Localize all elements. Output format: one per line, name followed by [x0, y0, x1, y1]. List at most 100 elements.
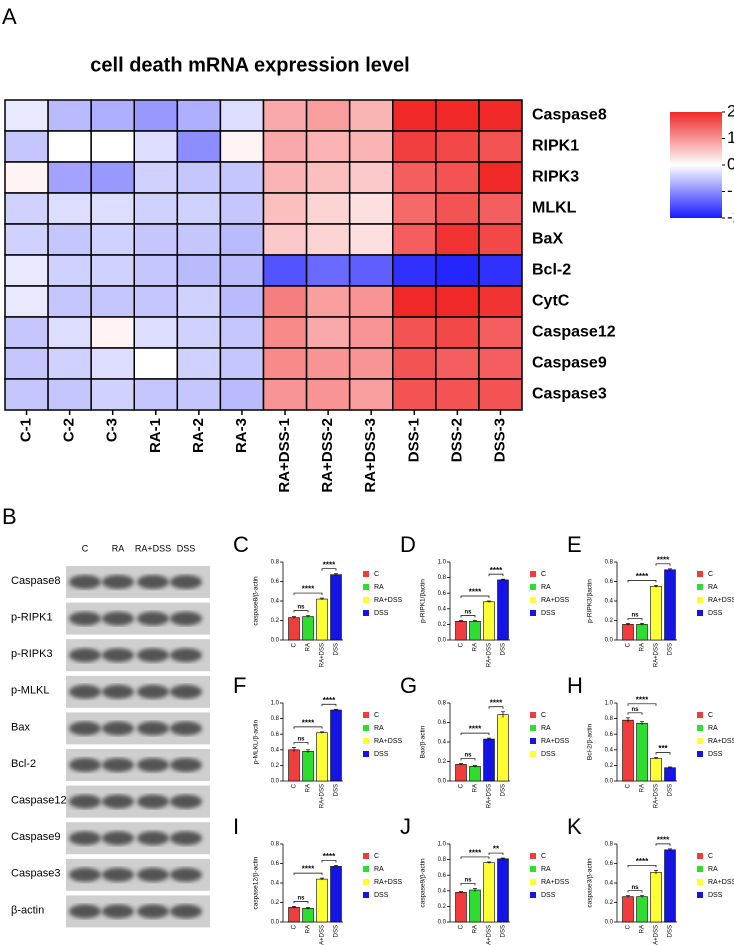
heat-cell [262, 285, 308, 318]
heat-cell [348, 130, 394, 163]
significance-label: **** [469, 588, 482, 597]
heat-cell [305, 254, 351, 287]
blot-band [137, 648, 169, 663]
legend-swatch [530, 853, 536, 859]
heat-cell [478, 161, 523, 194]
bar [650, 758, 662, 782]
y-axis-label: Bax/β-actin [420, 725, 427, 758]
bar [330, 709, 342, 782]
heat-cell [176, 285, 222, 318]
heat-cell [133, 316, 179, 349]
legend-swatch [697, 853, 703, 859]
legend-swatch [363, 892, 369, 898]
heat-cell [392, 285, 437, 318]
blot-band [170, 721, 202, 736]
legend-label: RA+DSS [374, 738, 403, 745]
legend-swatch [530, 892, 536, 898]
heat-cell [133, 192, 179, 225]
heat-cell [392, 99, 437, 132]
protein-label: Caspase8 [11, 575, 61, 587]
heat-cell [47, 378, 92, 411]
x-tick-label: DSS [668, 784, 674, 796]
protein-label: p-MLKL [11, 685, 50, 697]
bar [497, 858, 509, 923]
heat-cell [478, 223, 523, 256]
blot-band [137, 831, 169, 846]
y-tick-label: 0.0 [438, 638, 447, 644]
significance-label: **** [323, 852, 336, 861]
heat-cell [262, 192, 308, 225]
x-tick-label: DSS [668, 925, 674, 937]
heat-cell [435, 254, 480, 287]
heat-cell [219, 130, 265, 163]
blot-band [69, 611, 101, 626]
legend-swatch [363, 738, 369, 744]
heat-cell [176, 130, 222, 163]
x-tick-label: C [626, 924, 632, 929]
y-tick-label: 0.2 [438, 622, 447, 628]
bar [288, 617, 300, 641]
legend-label: RA+DSS [708, 738, 734, 745]
heat-cell [305, 161, 351, 194]
panel-letter: G [400, 673, 417, 698]
bar [622, 896, 634, 923]
legend-swatch [363, 853, 369, 859]
heat-cell [392, 254, 437, 287]
legend-label: RA [541, 725, 551, 732]
colorbar-label: 2 [727, 101, 734, 120]
bar [330, 866, 342, 923]
heat-cell [47, 192, 92, 225]
legend-label: DSS [541, 751, 556, 758]
y-tick-label: 0.4 [438, 740, 447, 746]
x-tick-label: RA [306, 784, 312, 792]
blot-band [170, 904, 202, 919]
heat-cell [219, 192, 265, 225]
heat-cell [478, 99, 523, 132]
row-label: Caspase9 [532, 355, 607, 372]
protein-label: Caspase12 [11, 795, 67, 807]
legend-swatch [697, 725, 703, 731]
blot-band [102, 721, 134, 736]
significance-bracket [488, 852, 504, 856]
heat-cell [262, 316, 308, 349]
legend-label: C [374, 853, 379, 860]
heat-cell [478, 316, 523, 349]
y-tick-label: 0.0 [271, 779, 280, 785]
significance-label: **** [490, 698, 503, 707]
col-label: RA-1 [147, 418, 164, 453]
bar [469, 620, 481, 641]
heat-cell [4, 378, 49, 411]
y-tick-label: 0.4 [605, 747, 614, 753]
panel-letter: B [2, 504, 17, 529]
blot-band [137, 904, 169, 919]
y-tick-label: 0.4 [605, 881, 614, 887]
blot-band [137, 684, 169, 699]
col-label: DSS-2 [448, 418, 465, 462]
blot-band [69, 904, 101, 919]
y-tick-label: 0.0 [605, 920, 614, 926]
heat-cell [348, 316, 394, 349]
significance-bracket [460, 595, 490, 598]
significance-label: ns [297, 737, 305, 743]
heat-cell [262, 254, 308, 287]
x-tick-label: DSS [668, 643, 674, 655]
col-label: DSS-3 [491, 418, 508, 462]
legend-label: RA+DSS [541, 738, 570, 745]
heat-cell [435, 161, 480, 194]
significance-label: **** [657, 835, 670, 844]
y-tick-label: 0.6 [605, 732, 614, 738]
heat-cell [4, 161, 49, 194]
heat-cell [219, 161, 265, 194]
significance-bracket [460, 883, 476, 886]
blot-band [102, 794, 134, 809]
bar [483, 738, 495, 782]
bar [288, 749, 300, 782]
significance-bracket [293, 592, 323, 596]
col-label: RA-2 [190, 418, 207, 453]
x-tick-label: C [459, 642, 465, 647]
bar [316, 878, 328, 923]
heat-cell [478, 130, 523, 163]
bar [483, 862, 495, 923]
significance-bracket [293, 610, 309, 613]
heat-cell [4, 192, 49, 225]
